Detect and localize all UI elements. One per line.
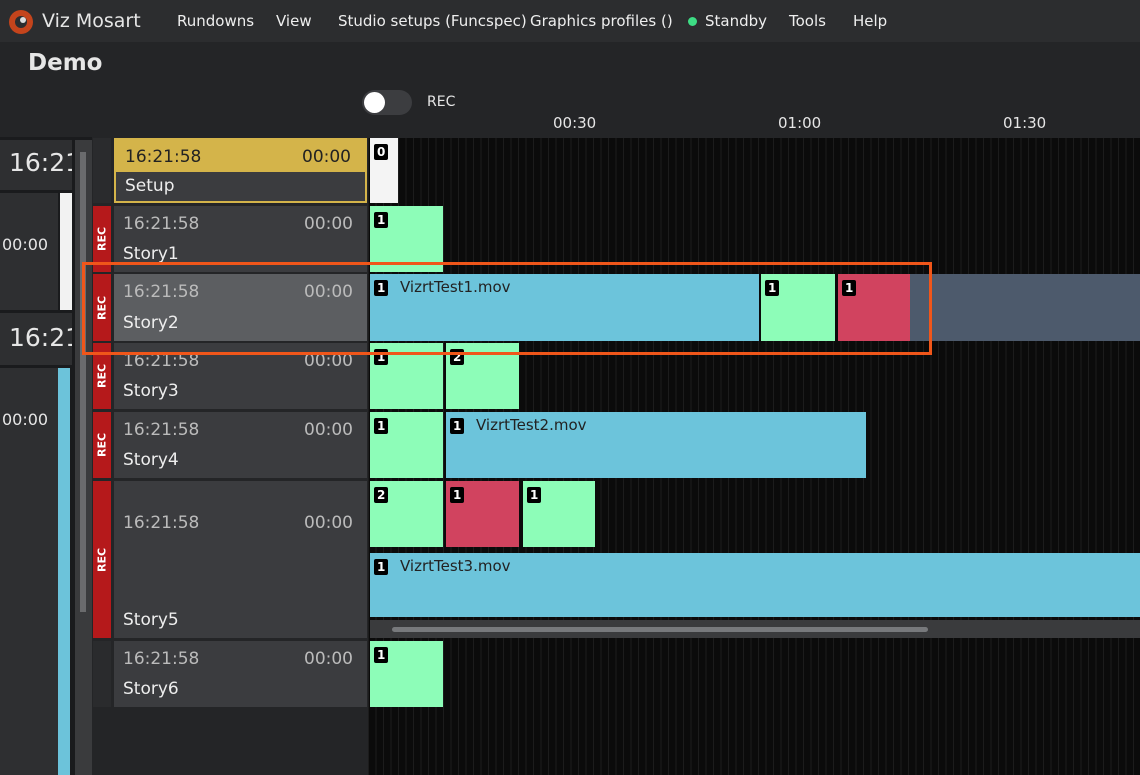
rec-strip [93, 138, 111, 203]
story-card[interactable]: 16:21:58 00:00 Story6 [114, 641, 367, 707]
story-header [116, 140, 365, 172]
timeline-tick: 00:30 [553, 114, 597, 132]
rec-strip [93, 641, 111, 707]
item-badge: 2 [374, 487, 389, 503]
rec-strip: REC [93, 206, 111, 272]
story-time: 16:21:58 [123, 351, 200, 371]
story-name: Story1 [123, 244, 179, 264]
scrollbar[interactable] [75, 140, 92, 775]
timeline-item[interactable]: 1 [838, 274, 910, 341]
timeline-item[interactable]: 1 [370, 206, 443, 272]
story-time: 16:21:58 [125, 147, 202, 167]
story-card[interactable]: 16:21:58 00:00 Story1 [114, 206, 367, 272]
app-logo [9, 10, 33, 34]
timeline-item[interactable]: 1 VizrtTest2.mov [446, 412, 866, 478]
side-clock: 16:21: [0, 140, 72, 190]
item-badge: 1 [374, 212, 389, 228]
timeline-tick: 01:00 [778, 114, 822, 132]
side-progress [58, 368, 70, 775]
story-time: 16:21:58 [123, 649, 200, 669]
rec-toggle-label: REC [427, 94, 456, 110]
side-progress [60, 193, 72, 310]
item-badge: 1 [374, 559, 389, 575]
item-badge: 1 [765, 280, 780, 296]
item-badge: 1 [450, 487, 465, 503]
menu-item[interactable]: Standby [705, 12, 768, 30]
timeline-item[interactable]: 1 VizrtTest1.mov [370, 274, 759, 341]
rec-toggle[interactable] [362, 90, 412, 115]
timeline-item[interactable]: 2 [370, 481, 443, 547]
highlight-box [82, 262, 932, 355]
side-clock: 16:21: [0, 313, 72, 365]
timeline-item[interactable]: 1 [761, 274, 835, 341]
story-card[interactable]: 16:21:58 00:00 Setup [114, 138, 367, 203]
side-timer: 00:00 [0, 368, 58, 775]
story-card[interactable]: 16:21:58 00:00 Story2 [114, 274, 367, 341]
story-time: 16:21:58 [123, 282, 200, 302]
rec-strip: REC [93, 343, 111, 409]
timeline-item[interactable]: 1 [370, 412, 443, 478]
rec-strip: REC [93, 412, 111, 478]
item-badge: 1 [450, 418, 465, 434]
story-track [910, 274, 1140, 341]
status-dot [688, 17, 697, 26]
story-time: 16:21:58 [123, 420, 200, 440]
menu-item[interactable]: View [276, 12, 312, 30]
menu-item[interactable]: Rundowns [177, 12, 255, 30]
menu-item[interactable]: Help [853, 12, 888, 30]
menu-item[interactable]: Graphics profiles () [530, 12, 673, 30]
item-badge: 1 [842, 280, 857, 296]
story-duration: 00:00 [304, 351, 353, 371]
menu-item[interactable]: Tools [789, 12, 826, 30]
story-duration: 00:00 [304, 513, 353, 533]
timeline-item[interactable]: 0 [370, 138, 398, 203]
rec-label: REC [95, 432, 109, 458]
item-label: VizrtTest1.mov [400, 278, 511, 296]
timeline-item[interactable]: 1 [446, 481, 519, 547]
story-name: Story3 [123, 381, 179, 401]
timeline-item[interactable]: 1 [370, 641, 443, 707]
timeline-tick: 01:30 [1003, 114, 1047, 132]
item-badge: 1 [374, 418, 389, 434]
story-card[interactable]: 16:21:58 00:00 Story4 [114, 412, 367, 478]
story-name: Story2 [123, 313, 179, 333]
story-duration: 00:00 [304, 649, 353, 669]
rec-strip: REC [93, 481, 111, 638]
story-name: Story5 [123, 610, 179, 630]
side-timer: 00:00 [0, 193, 58, 310]
rec-label: REC [95, 363, 109, 389]
story-name: Story4 [123, 450, 179, 470]
story-time: 16:21:58 [123, 513, 200, 533]
story-duration: 00:00 [302, 147, 351, 167]
app-title: Viz Mosart [42, 10, 141, 32]
story-name: Story6 [123, 679, 179, 699]
story-time: 16:21:58 [123, 214, 200, 234]
item-label: VizrtTest3.mov [400, 557, 511, 575]
item-badge: 1 [374, 280, 389, 296]
story-duration: 00:00 [304, 282, 353, 302]
timeline-item[interactable]: 1 VizrtTest3.mov [370, 553, 1140, 617]
rec-strip: REC [93, 274, 111, 341]
story-duration: 00:00 [304, 420, 353, 440]
rundown-title: Demo [28, 50, 103, 76]
item-badge: 1 [527, 487, 542, 503]
timeline-item[interactable]: 1 [523, 481, 595, 547]
story-card[interactable]: 16:21:58 00:00 Story5 [114, 481, 367, 638]
rec-label: REC [95, 547, 109, 572]
item-badge: 1 [374, 647, 389, 663]
story-duration: 00:00 [304, 214, 353, 234]
rec-label: REC [95, 226, 109, 252]
menu-item[interactable]: Studio setups (Funcspec) [338, 12, 527, 30]
menu-bar [0, 0, 1140, 42]
h-scroll-thumb[interactable] [392, 627, 928, 632]
item-label: VizrtTest2.mov [476, 416, 587, 434]
story-name: Setup [125, 176, 175, 196]
item-badge: 0 [374, 144, 389, 160]
